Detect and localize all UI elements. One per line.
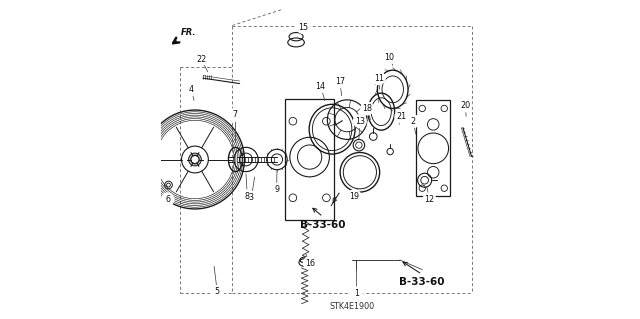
Text: 7: 7 <box>232 110 237 119</box>
Circle shape <box>240 189 254 203</box>
Circle shape <box>184 82 198 96</box>
Circle shape <box>353 114 367 128</box>
Text: FR.: FR. <box>180 28 196 37</box>
Circle shape <box>296 20 310 34</box>
Text: 1: 1 <box>354 289 359 298</box>
Text: 3: 3 <box>249 193 254 202</box>
Circle shape <box>303 256 317 270</box>
Circle shape <box>244 191 259 205</box>
Text: 16: 16 <box>305 259 315 268</box>
Text: 13: 13 <box>355 117 365 126</box>
Circle shape <box>406 114 420 128</box>
Circle shape <box>314 79 328 93</box>
Text: 6: 6 <box>165 195 170 204</box>
Text: 2: 2 <box>411 117 416 126</box>
Circle shape <box>211 285 224 299</box>
Circle shape <box>228 108 242 122</box>
Text: 11: 11 <box>374 74 384 83</box>
Circle shape <box>372 71 386 85</box>
Circle shape <box>348 189 362 203</box>
Text: 18: 18 <box>362 104 372 113</box>
Text: 21: 21 <box>396 112 406 121</box>
Text: 10: 10 <box>385 53 394 62</box>
Text: 19: 19 <box>349 192 360 201</box>
Text: B-33-60: B-33-60 <box>399 277 445 287</box>
Circle shape <box>269 183 284 197</box>
Text: 22: 22 <box>196 55 207 63</box>
Text: 15: 15 <box>298 23 308 32</box>
Text: STK4E1900: STK4E1900 <box>330 302 374 311</box>
Circle shape <box>161 192 175 206</box>
Text: B-33-60: B-33-60 <box>300 220 346 230</box>
Circle shape <box>422 192 436 206</box>
Text: 17: 17 <box>335 77 345 86</box>
Circle shape <box>191 155 199 164</box>
Text: 9: 9 <box>274 185 279 194</box>
Text: 4: 4 <box>189 85 194 94</box>
Text: 5: 5 <box>214 287 220 296</box>
Bar <box>285 99 334 220</box>
Text: 14: 14 <box>316 82 326 91</box>
Circle shape <box>189 153 202 166</box>
Circle shape <box>349 286 364 300</box>
Bar <box>417 100 450 196</box>
Text: 20: 20 <box>460 101 470 110</box>
Circle shape <box>458 98 472 112</box>
Circle shape <box>195 52 209 66</box>
Text: 8: 8 <box>244 192 250 201</box>
Circle shape <box>360 101 374 115</box>
Circle shape <box>394 109 408 123</box>
Circle shape <box>333 74 347 88</box>
Circle shape <box>383 50 397 64</box>
Text: 12: 12 <box>424 195 435 204</box>
